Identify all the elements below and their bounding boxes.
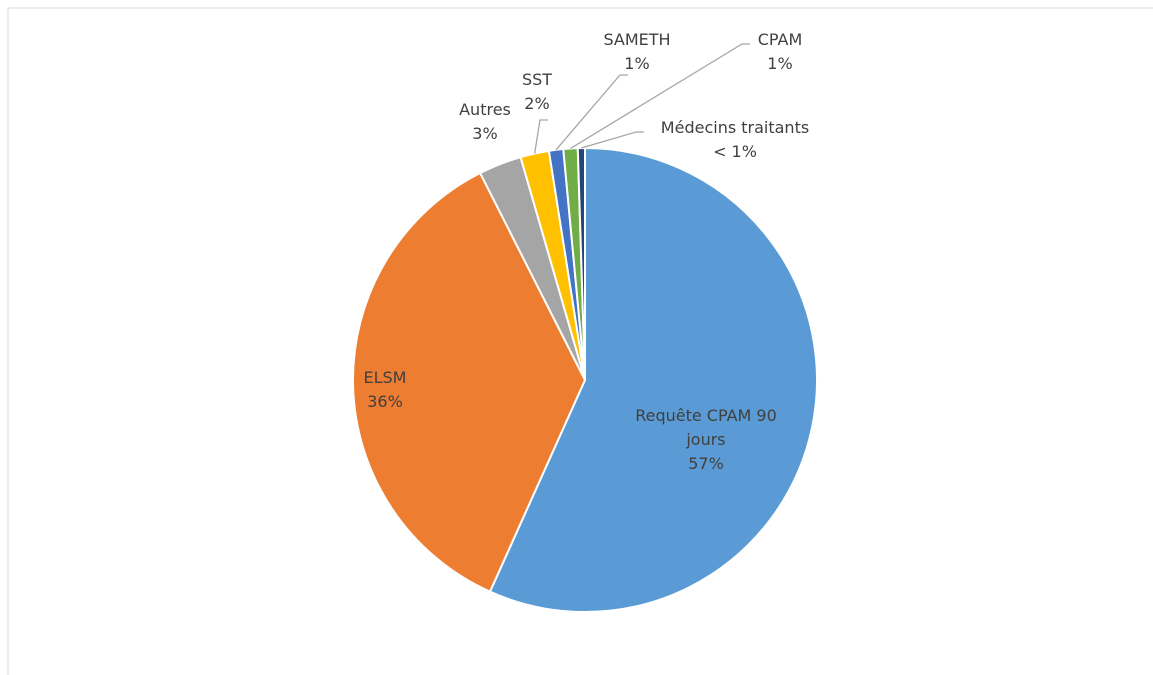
data-label: SAMETH 1%	[587, 28, 687, 76]
data-label: Requête CPAM 90 jours 57%	[616, 404, 796, 476]
label-name: Autres	[459, 100, 511, 119]
label-value: 36%	[367, 392, 403, 411]
data-label: Autres 3%	[435, 98, 535, 146]
label-name: Médecins traitants	[660, 118, 810, 137]
label-value: 2%	[524, 94, 550, 113]
label-name: Requête CPAM 90 jours	[635, 406, 777, 449]
label-value: 1%	[767, 54, 793, 73]
leader-line	[555, 74, 628, 151]
data-label: SST 2%	[507, 68, 567, 116]
label-value: < 1%	[713, 142, 757, 161]
leader-line	[570, 43, 750, 150]
chart-border	[7, 7, 1153, 675]
label-name: SST	[521, 70, 553, 89]
data-label: CPAM 1%	[740, 28, 820, 76]
label-name: SAMETH	[603, 30, 671, 49]
label-value: 57%	[688, 454, 724, 473]
data-label: ELSM 36%	[335, 366, 435, 414]
label-name: CPAM	[757, 30, 803, 49]
label-value: 1%	[624, 54, 650, 73]
label-value: 3%	[472, 124, 498, 143]
data-label: Médecins traitants < 1%	[635, 116, 835, 164]
label-name: ELSM	[363, 368, 407, 387]
leader-line	[581, 131, 644, 149]
leader-line	[533, 119, 548, 154]
pie-slice	[352, 171, 587, 593]
pie-slice	[488, 146, 818, 613]
